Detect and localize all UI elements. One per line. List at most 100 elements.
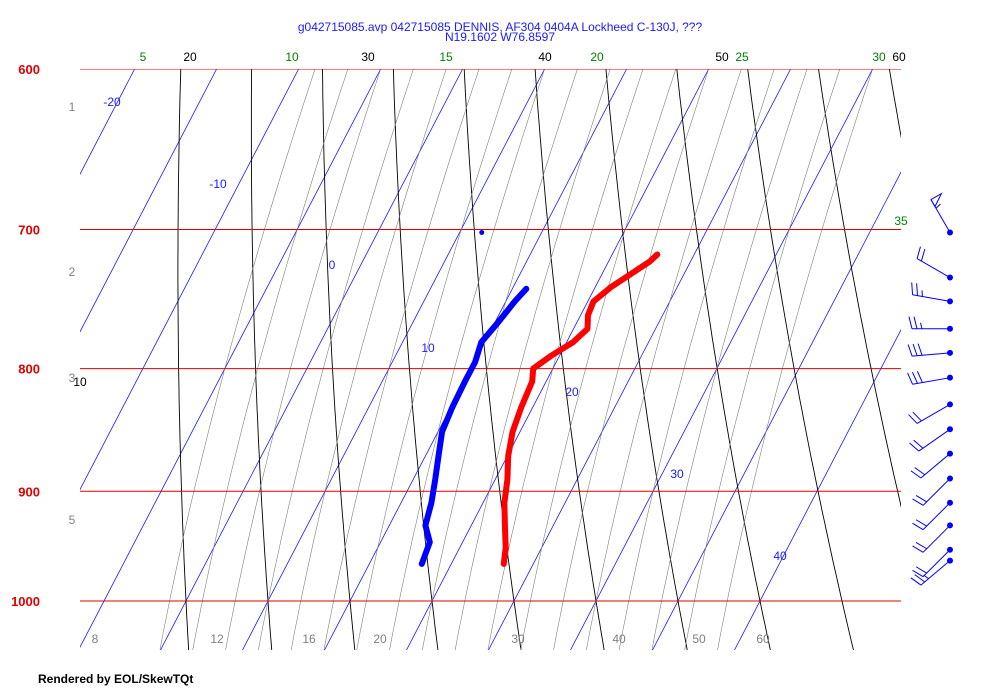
wind-barb-feather xyxy=(909,442,920,452)
wind-barb-feather xyxy=(915,519,927,527)
mixing-ratio-line xyxy=(520,69,677,650)
isotherm-line xyxy=(160,69,463,650)
wind-barb-shaft xyxy=(912,352,951,357)
wind-barb-feather xyxy=(914,467,926,476)
isotherm-line xyxy=(80,69,217,333)
wind-barb-station xyxy=(947,522,953,529)
wind-barb-feather xyxy=(911,282,914,295)
grid-lines xyxy=(80,0,1000,658)
wind-barb xyxy=(916,246,953,281)
wind-barb-station xyxy=(947,475,953,482)
dry-adiabat-line xyxy=(605,69,688,650)
renderer-credit: Rendered by EOL/SkewTQt xyxy=(38,672,194,686)
pressure-label: 900 xyxy=(18,484,40,499)
mixing-ratio-line xyxy=(618,69,775,650)
dry-adiabat-label: 40 xyxy=(538,50,552,64)
wind-barb-station xyxy=(947,298,953,305)
isotherm-label: 30 xyxy=(670,467,684,481)
wind-barb-pennant xyxy=(930,192,943,208)
height-label: 5 xyxy=(69,513,76,527)
mixing-ratio-label: 16 xyxy=(302,632,316,646)
wind-barb xyxy=(910,450,953,479)
dewpoint-point xyxy=(479,230,485,236)
wind-barb-feather xyxy=(912,522,924,531)
wind-barb-feather xyxy=(912,371,918,384)
mixing-ratio-line xyxy=(389,69,545,650)
dry-adiabat-line xyxy=(676,69,771,650)
wind-barb-station xyxy=(947,274,953,281)
wind-barb-half-feather xyxy=(923,574,929,580)
dry-adiabat-line xyxy=(392,69,439,650)
height-label: 1 xyxy=(69,100,76,114)
wind-barb-feather xyxy=(916,283,919,296)
moist-adiabat-label: 35 xyxy=(894,214,908,228)
wind-barb-shaft xyxy=(918,428,951,452)
moist-adiabat-label: 5 xyxy=(140,50,147,64)
wind-barb-feather xyxy=(915,566,927,574)
moist-adiabat-label: 20 xyxy=(590,50,604,64)
isotherm-label: -10 xyxy=(209,177,227,191)
isotherm-line xyxy=(570,69,873,650)
wind-barb-feather xyxy=(917,343,923,356)
wind-barb-shaft xyxy=(912,377,951,385)
mixing-ratio-line xyxy=(225,69,381,650)
chart-title: g042715085.avp 042715085 DENNIS, AF304 0… xyxy=(298,20,703,34)
wind-barb xyxy=(930,192,953,236)
wind-barb-station xyxy=(947,349,953,356)
mixing-ratio-line xyxy=(684,69,841,650)
isotherm-line xyxy=(488,69,791,650)
dry-adiabat-label: 50 xyxy=(715,50,729,64)
mixing-ratio-label: 40 xyxy=(612,632,626,646)
wind-barb-shaft xyxy=(912,294,951,302)
wind-barb xyxy=(909,426,953,452)
isotherm-line xyxy=(80,69,299,491)
mixing-ratio-label: 50 xyxy=(692,632,706,646)
wind-barb-station xyxy=(947,499,953,506)
wind-barbs xyxy=(907,192,953,586)
wind-barb-feather xyxy=(912,545,924,553)
axis-labels: 600 700 800 900 1000 -20 -10 0 10 20 30 40 20 30 40 50 6… xyxy=(11,50,908,646)
wind-barb xyxy=(908,316,953,332)
pressure-label: 600 xyxy=(18,62,40,77)
mixing-ratio-label: 30 xyxy=(511,632,525,646)
dry-adiabat-line xyxy=(947,0,1000,658)
wind-barb-shaft xyxy=(916,404,951,424)
wind-barb-station xyxy=(947,546,953,553)
wind-barb-feather xyxy=(912,569,924,578)
wind-barb-feather xyxy=(913,316,918,329)
wind-barb-half-feather xyxy=(920,322,923,329)
wind-barb-shaft xyxy=(920,453,951,479)
wind-barb-feather xyxy=(912,411,922,422)
height-label: 3 xyxy=(69,371,76,385)
sounding-profiles xyxy=(418,230,661,567)
isotherm-label: 40 xyxy=(773,549,787,563)
wind-barb-feather xyxy=(915,541,927,550)
wind-barb-shaft xyxy=(922,525,951,553)
wind-barb xyxy=(907,343,953,357)
dry-adiabat-label: 20 xyxy=(183,50,197,64)
mixing-ratio-line xyxy=(651,69,808,650)
isotherm-line xyxy=(734,328,901,650)
dry-adiabat-line xyxy=(250,69,273,650)
isotherm-line xyxy=(652,171,901,650)
dry-adiabat-line xyxy=(818,69,901,508)
isotherm-label: 20 xyxy=(565,385,579,399)
moist-adiabat-label: 30 xyxy=(872,50,886,64)
isotherm-label: 10 xyxy=(421,341,435,355)
wind-barb-shaft xyxy=(922,478,951,506)
mixing-ratio-line xyxy=(717,69,873,650)
isotherm-line xyxy=(242,69,545,650)
wind-barb-station xyxy=(947,557,953,564)
mixing-ratio-label: 8 xyxy=(92,632,99,646)
chart-subtitle: N19.1602 W76.8597 xyxy=(445,30,555,44)
wind-barb-feather xyxy=(910,470,922,479)
isotherm-label: -20 xyxy=(103,95,121,109)
dry-adiabat-line xyxy=(534,69,605,650)
mixing-ratio-label: 20 xyxy=(373,632,387,646)
wind-barb xyxy=(912,475,953,506)
wind-barb xyxy=(912,522,953,553)
moist-adiabat-label: 15 xyxy=(439,50,453,64)
dry-adiabat-line xyxy=(177,69,190,650)
wind-barb-feather xyxy=(907,344,913,357)
wind-barb-shaft xyxy=(922,502,951,531)
